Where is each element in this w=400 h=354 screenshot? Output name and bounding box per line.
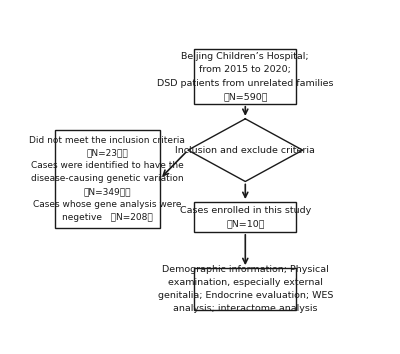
Text: Did not meet the inclusion criteria
（N=23）；
Cases were identified to have the
di: Did not meet the inclusion criteria （N=2… — [30, 136, 185, 222]
Text: Cases enrolled in this study
（N=10）: Cases enrolled in this study （N=10） — [180, 206, 311, 228]
FancyBboxPatch shape — [194, 49, 296, 104]
Text: Beijing Children’s Hospital;
from 2015 to 2020;
DSD patients from unrelated fami: Beijing Children’s Hospital; from 2015 t… — [157, 52, 334, 101]
Text: Demographic information; Physical
examination, especially external
genitalia; En: Demographic information; Physical examin… — [158, 266, 333, 313]
FancyBboxPatch shape — [194, 268, 296, 310]
FancyBboxPatch shape — [55, 130, 160, 228]
Polygon shape — [188, 119, 303, 182]
Text: Inclusion and exclude criteria: Inclusion and exclude criteria — [175, 145, 315, 155]
FancyBboxPatch shape — [194, 202, 296, 232]
